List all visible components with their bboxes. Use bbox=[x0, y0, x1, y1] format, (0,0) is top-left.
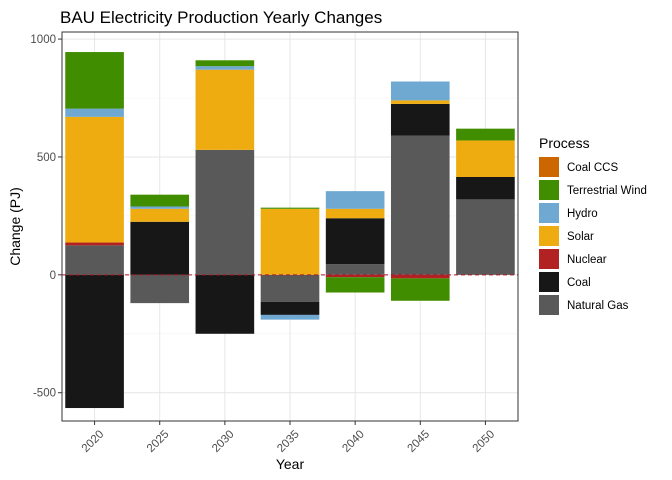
bar-2020-coal bbox=[65, 274, 124, 409]
y-tick-label: -500 bbox=[33, 388, 56, 400]
bar-2045-terrestrial-wind bbox=[390, 278, 450, 301]
bar-2030-coal bbox=[195, 274, 255, 334]
legend-label: Natural Gas bbox=[567, 300, 629, 312]
bar-2020-terrestrial-wind bbox=[65, 52, 124, 109]
bar-2045-nuclear bbox=[390, 274, 450, 279]
legend-key-terrestrial-wind bbox=[539, 180, 559, 200]
bar-2030-hydro bbox=[195, 66, 255, 70]
x-tick-label: 2025 bbox=[145, 428, 172, 455]
legend-label: Coal CCS bbox=[567, 162, 618, 174]
bar-2025-hydro bbox=[130, 206, 190, 209]
x-tick-label: 2035 bbox=[275, 428, 302, 455]
bar-2025-terrestrial-wind bbox=[130, 194, 190, 207]
x-axis: 2020 2025 2030 2035 2040 2045 2050 bbox=[80, 421, 497, 455]
bar-2030-terrestrial-wind bbox=[195, 60, 255, 67]
bar-2050-solar bbox=[456, 140, 515, 177]
bar-2045-coal bbox=[390, 103, 450, 136]
bar-2045-solar bbox=[390, 100, 450, 104]
legend-key-coal-ccs bbox=[539, 157, 559, 177]
legend-key-solar bbox=[539, 226, 559, 246]
bar-2025-natural-gas bbox=[130, 274, 190, 304]
y-tick-label: 500 bbox=[37, 152, 56, 164]
bar-2035-hydro bbox=[260, 314, 320, 320]
bar-2025-coal bbox=[130, 221, 190, 275]
bar-2040-hydro bbox=[325, 191, 385, 209]
bars bbox=[65, 52, 515, 409]
x-tick-label: 2045 bbox=[406, 428, 433, 455]
y-tick-label: 1000 bbox=[30, 34, 56, 46]
bar-2030-solar bbox=[195, 69, 255, 150]
legend: Process Coal CCS Terrestrial Wind Hydro Sol… bbox=[539, 135, 647, 315]
bar-2020-solar bbox=[65, 116, 124, 243]
bar-2040-coal bbox=[325, 218, 385, 265]
y-axis-title: Change (PJ) bbox=[7, 187, 23, 266]
bar-2050-terrestrial-wind bbox=[456, 128, 515, 141]
x-tick-label: 2030 bbox=[210, 428, 237, 455]
chart-title: BAU Electricity Production Yearly Change… bbox=[60, 8, 382, 27]
bar-2040-terrestrial-wind bbox=[325, 277, 385, 293]
bar-2035-coal bbox=[260, 301, 320, 315]
bar-2020-hydro bbox=[65, 108, 124, 117]
legend-title: Process bbox=[539, 135, 590, 151]
x-tick-label: 2040 bbox=[340, 428, 367, 455]
bar-2040-solar bbox=[325, 208, 385, 219]
legend-label: Solar bbox=[567, 231, 594, 243]
legend-label: Terrestrial Wind bbox=[567, 185, 647, 197]
bar-2020-natural-gas bbox=[65, 245, 124, 275]
bar-2045-natural-gas bbox=[390, 135, 450, 275]
legend-key-natural-gas bbox=[539, 295, 559, 315]
bar-2035-terrestrial-wind bbox=[260, 207, 320, 209]
bar-2035-natural-gas bbox=[260, 274, 320, 302]
bar-2035-solar bbox=[260, 208, 320, 275]
legend-label: Coal bbox=[567, 277, 591, 289]
legend-label: Hydro bbox=[567, 208, 598, 220]
y-axis: -500 0 500 1000 bbox=[30, 34, 62, 400]
y-tick-label: 0 bbox=[50, 270, 56, 282]
bar-2025-solar bbox=[130, 208, 190, 222]
legend-key-nuclear bbox=[539, 249, 559, 269]
bar-2050-natural-gas bbox=[456, 199, 515, 275]
bar-2050-coal bbox=[456, 176, 515, 200]
bar-2020-nuclear bbox=[65, 242, 124, 246]
legend-label: Nuclear bbox=[567, 254, 607, 266]
x-axis-title: Year bbox=[276, 456, 305, 472]
legend-key-coal bbox=[539, 272, 559, 292]
x-tick-label: 2050 bbox=[471, 428, 498, 455]
bar-2045-hydro bbox=[390, 81, 450, 101]
bar-2040-nuclear bbox=[325, 274, 385, 278]
bar-2030-natural-gas bbox=[195, 149, 255, 275]
legend-key-hydro bbox=[539, 203, 559, 223]
x-tick-label: 2020 bbox=[80, 428, 107, 455]
bar-2040-natural-gas bbox=[325, 264, 385, 275]
